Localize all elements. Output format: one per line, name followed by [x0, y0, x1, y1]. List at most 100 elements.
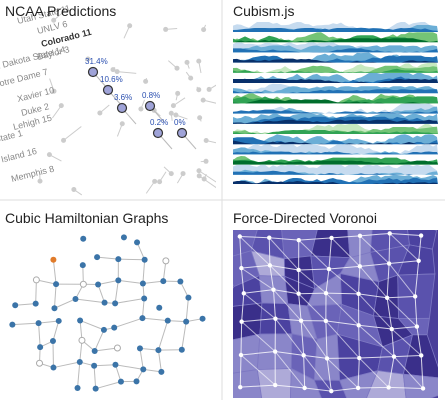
- voronoi-site: [357, 264, 363, 269]
- delaunay-edge: [298, 239, 330, 270]
- graph-edge: [118, 258, 145, 261]
- graph-edge: [157, 320, 169, 351]
- voronoi-site: [355, 385, 361, 391]
- graph-node: [155, 347, 162, 354]
- item-title[interactable]: Cubism.js: [233, 3, 294, 19]
- bracket-node: [196, 58, 202, 64]
- horizon-band: [233, 127, 438, 134]
- delaunay-edge: [388, 233, 391, 264]
- voronoi-cell: [366, 370, 407, 398]
- graph-edge: [97, 256, 119, 260]
- bracket-node: [196, 87, 202, 93]
- graph-node: [162, 257, 170, 265]
- delaunay-edge: [240, 354, 276, 386]
- hamiltonian-thumbnail[interactable]: [9, 234, 206, 392]
- voronoi-site: [301, 353, 306, 358]
- voronoi-site: [302, 385, 307, 391]
- horizon-band: [233, 109, 438, 114]
- bracket-node: [119, 121, 125, 127]
- delaunay-edge: [331, 387, 359, 392]
- delaunay-edge: [386, 297, 418, 327]
- delaunay-edge: [303, 355, 332, 392]
- voronoi-site: [386, 385, 391, 390]
- graph-edge: [79, 320, 105, 331]
- graph-edge: [52, 320, 60, 342]
- graph-node: [140, 366, 147, 373]
- voronoi-thumbnail[interactable]: [220, 214, 442, 400]
- graph-edge: [53, 361, 80, 369]
- voronoi-cell: [313, 379, 348, 398]
- delaunay-edge: [359, 232, 390, 237]
- graph-node: [101, 299, 108, 306]
- horizon-bg: [233, 134, 438, 145]
- delaunay-edge: [386, 297, 393, 330]
- graph-node: [53, 281, 60, 288]
- graph-node: [141, 295, 148, 302]
- odds-label: 0.8%: [142, 91, 160, 100]
- voronoi-site: [296, 267, 301, 273]
- delaunay-edge: [359, 235, 390, 264]
- graph-node: [158, 368, 165, 375]
- graph-node: [37, 344, 44, 351]
- delaunay-edge: [358, 386, 389, 389]
- delaunay-edge: [303, 355, 306, 389]
- graph-edge: [114, 280, 119, 304]
- graph-edge: [157, 350, 162, 372]
- horizon-bg: [233, 103, 438, 114]
- bracket-node: [175, 90, 181, 96]
- item-title[interactable]: Cubic Hamiltonian Graphs: [5, 210, 168, 226]
- graph-node: [183, 318, 190, 325]
- delaunay-edge: [389, 260, 419, 265]
- delaunay-edge: [275, 351, 304, 356]
- graph-node: [32, 276, 40, 284]
- horizon-band: [233, 58, 438, 63]
- delaunay-edge: [418, 235, 422, 261]
- graph-node: [134, 239, 141, 246]
- graph-node: [133, 378, 140, 385]
- delaunay-edge: [386, 263, 390, 298]
- graph-edge: [142, 259, 146, 284]
- item-title[interactable]: Force-Directed Voronoi: [233, 210, 377, 226]
- graph-node: [117, 378, 124, 385]
- delaunay-edge: [357, 358, 360, 389]
- delaunay-edge: [239, 354, 242, 388]
- delaunay-edge: [420, 355, 424, 389]
- voronoi-site: [416, 258, 421, 263]
- delaunay-edge: [275, 384, 305, 389]
- graph-edge: [15, 303, 36, 306]
- voronoi-site: [419, 353, 424, 358]
- graph-node: [91, 362, 98, 369]
- horizon-band: [233, 170, 438, 175]
- graph-edge: [141, 298, 145, 319]
- delaunay-edge: [304, 387, 332, 392]
- delaunay-edge: [325, 320, 359, 326]
- graph-edge: [143, 368, 162, 373]
- team-label: Notre Dame 7: [0, 67, 49, 90]
- graph-edge: [114, 317, 143, 329]
- horizon-band: [233, 68, 438, 73]
- delaunay-edge: [391, 328, 395, 357]
- bracket-node: [110, 67, 116, 73]
- voronoi-site: [273, 316, 278, 321]
- bracket-node: [61, 137, 67, 143]
- voronoi-site: [418, 233, 424, 238]
- bracket-node: [71, 187, 77, 193]
- delaunay-edge: [328, 265, 360, 270]
- graph-edge: [35, 279, 37, 304]
- odds-label: 0.2%: [150, 118, 168, 127]
- voronoi-site: [386, 261, 392, 266]
- graph-node: [79, 280, 87, 288]
- delaunay-edge: [388, 386, 424, 389]
- horizon-band: [233, 62, 438, 73]
- graph-node: [32, 300, 39, 307]
- voronoi-site: [241, 291, 247, 296]
- graph-node: [80, 235, 87, 242]
- graph-node: [74, 384, 81, 391]
- voronoi-site: [239, 319, 244, 324]
- bracket-node: [85, 56, 91, 62]
- cubism-thumbnail[interactable]: [233, 22, 438, 185]
- item-title[interactable]: NCAA Predictions: [5, 3, 116, 19]
- graph-edge: [94, 347, 118, 352]
- graph-node: [50, 364, 57, 371]
